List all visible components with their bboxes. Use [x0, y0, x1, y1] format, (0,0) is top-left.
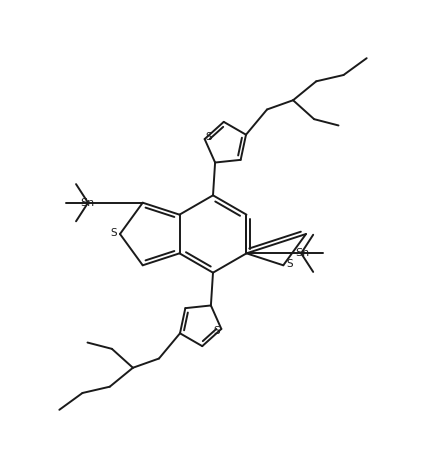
Text: S: S — [110, 228, 117, 238]
Text: S: S — [286, 259, 293, 270]
Text: S: S — [205, 132, 212, 142]
Text: Sn: Sn — [80, 197, 94, 208]
Text: S: S — [213, 326, 220, 336]
Text: Sn: Sn — [295, 249, 309, 258]
